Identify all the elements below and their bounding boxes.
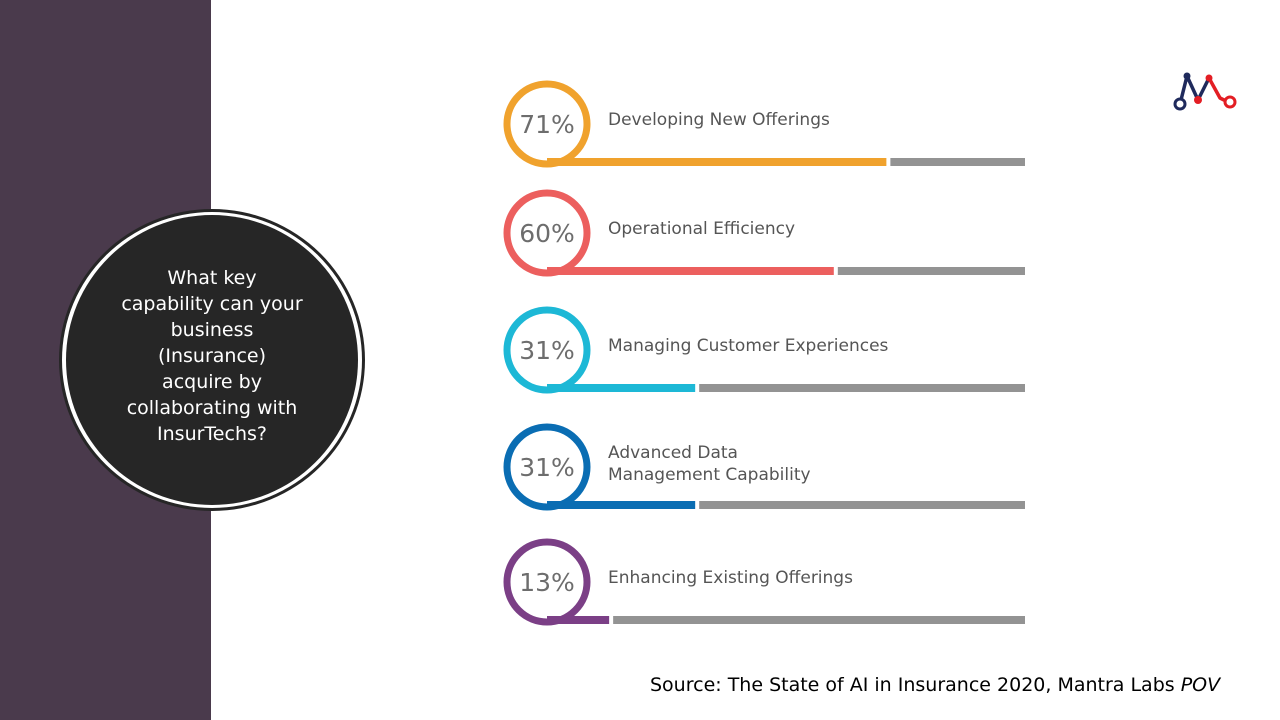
- question-line: business: [170, 319, 254, 341]
- question-line: acquire by: [162, 371, 262, 393]
- value-label: 31%: [519, 453, 575, 482]
- category-label: Enhancing Existing Offerings: [608, 568, 853, 588]
- category-label: Developing New Offerings: [608, 110, 830, 130]
- source-text: Source: The State of AI in Insurance 202…: [650, 674, 1181, 696]
- value-bar: [547, 501, 696, 509]
- category-label: Advanced Data: [608, 443, 738, 463]
- value-label: 13%: [519, 568, 575, 597]
- question-line: InsurTechs?: [157, 423, 267, 445]
- bar-track: [699, 501, 1025, 509]
- question-line: capability can your: [121, 293, 303, 315]
- category-label: Managing Customer Experiences: [608, 336, 889, 356]
- question-circle: What key capability can your business (I…: [66, 215, 358, 505]
- mantra-labs-logo-icon: [1173, 72, 1237, 111]
- bar-track: [837, 267, 1025, 275]
- category-label: Management Capability: [608, 465, 811, 485]
- question-text: What key capability can your business (I…: [112, 265, 312, 447]
- value-bar: [547, 267, 834, 275]
- capability-chart: 71% Developing New Offerings 60% Operationa…: [503, 80, 1025, 626]
- value-label: 71%: [519, 110, 575, 139]
- value-bar: [547, 616, 610, 624]
- question-line: (Insurance): [157, 345, 267, 367]
- bar-track: [699, 384, 1025, 392]
- question-line: collaborating with: [126, 397, 298, 419]
- question-line: What key: [167, 267, 257, 289]
- category-label: Operational Efficiency: [608, 219, 795, 239]
- value-label: 60%: [519, 219, 575, 248]
- source-citation: Source: The State of AI in Insurance 202…: [650, 674, 1220, 696]
- bar-track: [613, 616, 1025, 624]
- value-bar: [547, 158, 887, 166]
- value-bar: [547, 384, 696, 392]
- bar-track: [890, 158, 1025, 166]
- source-pov: POV: [1180, 674, 1221, 696]
- value-label: 31%: [519, 336, 575, 365]
